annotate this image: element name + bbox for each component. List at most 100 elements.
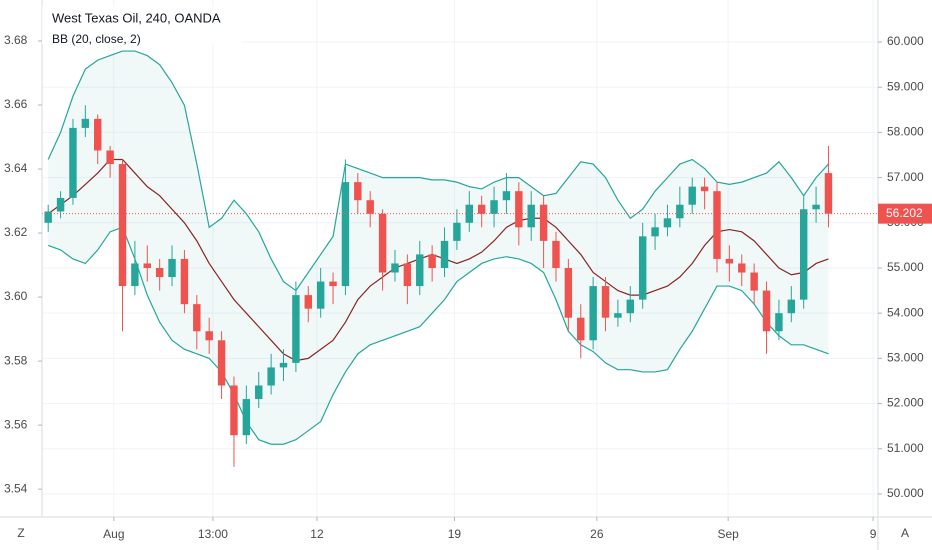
candle-body [391,263,399,273]
candle-body [812,204,820,210]
last-price-label: 56.202 [886,206,923,220]
candle-body [465,204,474,223]
candle-body [56,197,65,212]
x-tick-label: 19 [448,527,462,541]
last-price-box [878,203,932,224]
candle-body [601,286,610,318]
candle-body [378,213,387,273]
candle-body [143,263,151,268]
candle-body [564,267,573,318]
band-fill [48,51,829,445]
candle-body [106,150,114,165]
y-tick-label: 3.66 [4,97,28,111]
candle-body [490,200,498,214]
candle-body [193,304,201,332]
y2-tick-label: 58.000 [887,125,924,139]
candle-body [329,281,337,287]
candle-body [118,164,127,287]
y2-tick-label: 57.000 [887,170,924,184]
candle-body [552,240,560,268]
candle-body [787,299,796,314]
candle-body [725,258,734,264]
candle-body [267,367,275,386]
candle-body [824,173,833,214]
legend-bg [42,6,242,44]
x-tick-label: 13:00 [198,527,228,541]
candle-body [403,263,412,287]
indicator-label: BB (20, close, 2) [52,32,141,46]
candle-body [738,263,746,273]
y-tick-label: 3.58 [4,353,28,367]
a-button[interactable] [892,522,918,546]
y2-tick-label: 52.000 [887,396,924,410]
y-tick-label: 3.54 [4,481,28,495]
candle-body [626,299,635,314]
candle-body [440,240,449,268]
x-tick-label: Aug [103,527,124,541]
candle-body [638,236,647,300]
y-tick-label: 3.60 [4,289,28,303]
candle-body [515,191,523,228]
candle-body [676,204,684,219]
candle-body [242,399,251,436]
candle-body [292,295,300,363]
y2-tick-label: 53.000 [887,351,924,365]
candle-body [799,209,808,300]
candle-body [94,118,102,151]
candle-body [688,186,696,205]
candle-body [453,222,461,241]
x-tick-label: Sep [717,527,739,541]
candle-body [663,218,672,228]
candle-body [527,204,535,228]
z-button-label[interactable]: Z [17,526,24,540]
candle-body [589,286,597,341]
candle-body [614,313,622,318]
candle-body [651,227,659,237]
y-tick-label: 3.62 [4,225,28,239]
z-button[interactable] [8,522,34,546]
candle-body [230,385,238,436]
candle-body [69,127,77,198]
candle-body [577,317,585,341]
candle-body [131,263,139,287]
candle-body [217,340,226,386]
candle-body [502,191,511,201]
candle-body [775,313,783,332]
candle-body [279,362,288,368]
candle-body [477,204,486,214]
candle-body [44,211,52,223]
band-lower [47,226,829,445]
y-tick-label: 3.68 [4,33,28,47]
candle-body [81,118,90,128]
x-tick-label: 9 [870,527,877,541]
candle-body [341,182,350,287]
band-basis [47,158,829,362]
y2-tick-label: 51.000 [887,441,924,455]
candle-body [416,254,424,287]
candle-body [304,295,312,309]
y2-tick-label: 54.000 [887,305,924,319]
candle-body [316,281,325,309]
candle-body [713,191,721,259]
chart-title: West Texas Oil, 240, OANDA [52,10,221,25]
candle-body [205,331,213,341]
candle-body [180,258,189,305]
plot [42,50,878,467]
y2-tick-label: 59.000 [887,79,924,93]
y2-tick-label: 60.000 [887,34,924,48]
a-button-label[interactable]: A [901,526,909,540]
candle-body [354,182,362,201]
candle-body [750,272,758,291]
y2-tick-label: 50.000 [887,486,924,500]
y-tick-label: 3.64 [4,161,28,175]
candle-body [366,200,374,214]
x-tick-label: 26 [590,527,604,541]
candle-body [428,254,436,268]
x-tick-label: 12 [310,527,324,541]
candle-body [762,290,771,332]
candle-body [168,258,176,278]
candle-body [155,267,164,278]
band-upper [47,50,829,292]
y-tick-label: 3.56 [4,417,28,431]
